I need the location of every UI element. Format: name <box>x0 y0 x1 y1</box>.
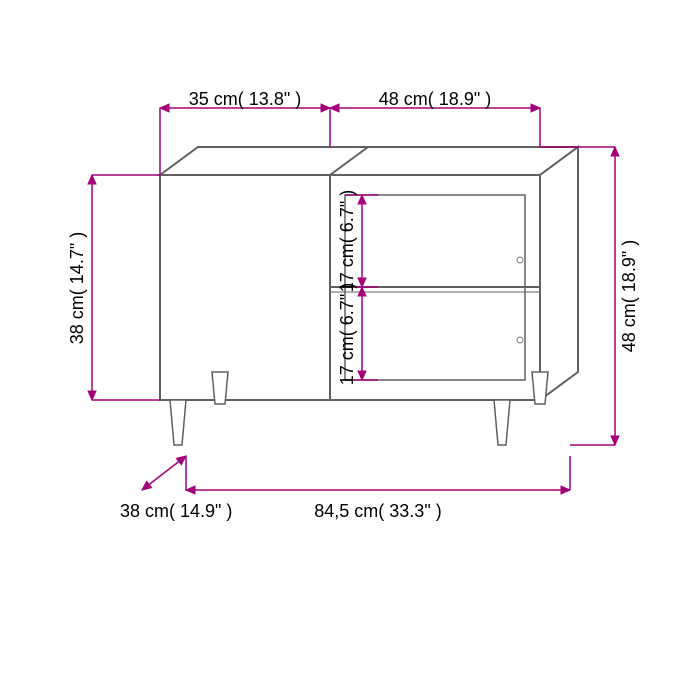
dim-label: 38 cm( 14.7" ) <box>67 232 87 344</box>
dim-label: 48 cm( 18.9" ) <box>619 240 639 352</box>
dim-label: 17 cm( 6.7" ) <box>337 190 357 292</box>
furniture-dimension-diagram: 35 cm( 13.8" ) 48 cm( 18.9" ) 38 cm( 14.7"… <box>0 0 700 700</box>
dim-label: 84,5 cm( 33.3" ) <box>314 501 441 521</box>
dim-label: 17 cm( 6.7" ) <box>337 283 357 385</box>
dim-label: 48 cm( 18.9" ) <box>379 89 491 109</box>
dim-label: 38 cm( 14.9" ) <box>120 501 232 521</box>
cabinet <box>160 147 578 445</box>
dim-label: 35 cm( 13.8" ) <box>189 89 301 109</box>
